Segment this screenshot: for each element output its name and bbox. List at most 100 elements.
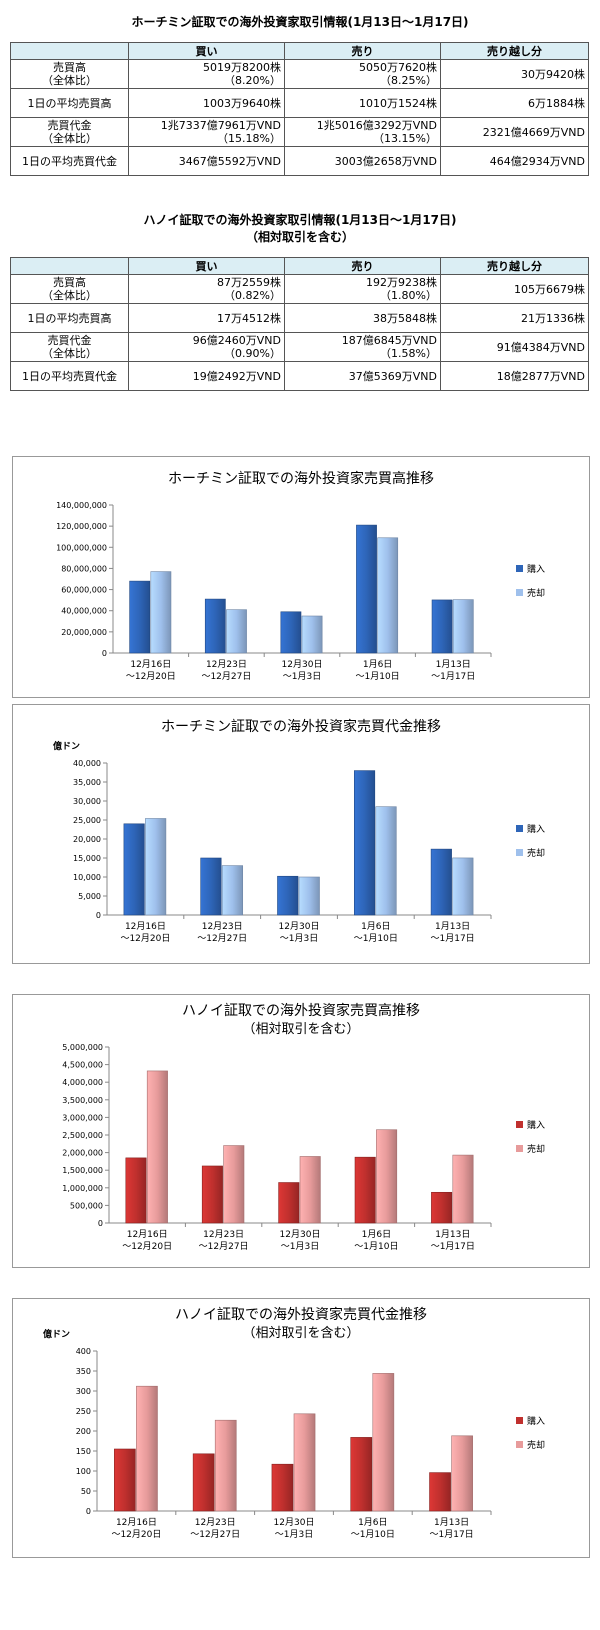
header-blank (10, 257, 129, 275)
row-label-cell-label: 1日の平均売買高 (27, 311, 112, 325)
legend-label-buy: 購入 (527, 1415, 545, 1427)
sell-cell: 5050万7620株 （8.25%） (284, 59, 441, 89)
net-cell: 6万1884株 (440, 88, 589, 118)
row-label-cell-label2: （全体比） (42, 289, 97, 302)
x-tick-label: ～1月17日 (430, 1529, 474, 1540)
bar-buy (431, 599, 453, 654)
y-tick-label: 140,000,000 (56, 501, 107, 510)
row-label-cell: 売買代金 （全体比） (10, 117, 129, 147)
buy-cell-buy-pct: （0.90%） (224, 347, 281, 360)
net-cell-net: 6万1884株 (528, 96, 585, 110)
y-tick-label: 35,000 (73, 778, 101, 787)
x-tick-label: 12月16日 (125, 921, 166, 932)
legend-swatch-buy (516, 1417, 523, 1424)
row-label-cell-label: 売買高 (53, 276, 86, 289)
legend-swatch-sell (516, 1145, 523, 1152)
header-sell: 売り (284, 257, 441, 275)
bar-buy (129, 580, 151, 654)
table-row: 売買代金 （全体比） 96億2460万VND （0.90%） 187億6845万VND （… (10, 332, 589, 362)
chart-title: ハノイ証取での海外投資家売買代金推移 (175, 1306, 427, 1323)
legend-swatch-sell (516, 849, 523, 856)
row-label-cell: 売買高 （全体比） (10, 274, 129, 304)
hn-value-chart-panel: ハノイ証取での海外投資家売買代金推移 （相対取引を含む） 億ドン 0 50 100 150 2… (12, 1298, 590, 1558)
x-tick-label: ～12月27日 (197, 933, 247, 944)
y-tick-label: 25,000 (73, 816, 101, 825)
bar-buy (271, 1463, 294, 1512)
x-tick-label: 12月23日 (202, 921, 243, 932)
bar-sell (299, 1156, 321, 1224)
bar-sell (452, 599, 474, 654)
bar-sell (451, 1435, 473, 1512)
sell-cell-sell: 192万9238株 (366, 276, 437, 289)
row-label-cell-label: 1日の平均売買高 (27, 96, 112, 110)
x-tick-label: 12月30日 (282, 659, 323, 670)
net-cell-net: 30万9420株 (521, 67, 585, 81)
bar-buy (356, 524, 377, 654)
y-tick-label: 4,000,000 (62, 1078, 103, 1087)
chart-subtitle: （相対取引を含む） (242, 1021, 359, 1037)
sell-cell: 192万9238株 （1.80%） (284, 274, 441, 304)
bar-buy (350, 1437, 373, 1512)
bar-buy (192, 1453, 215, 1512)
buy-cell-buy: 1003万9640株 (203, 96, 281, 110)
table-row: 売買代金 （全体比） 1兆7337億7961万VND （15.18%） 1兆5016億3… (10, 117, 589, 147)
bar-buy (431, 1191, 453, 1224)
legend-swatch-buy (516, 825, 523, 832)
bar-sell (146, 1070, 168, 1224)
header-sell: 売り (284, 42, 441, 60)
table-header-row: 買い 売り 売り越し分 (10, 257, 589, 275)
buy-cell: 96億2460万VND （0.90%） (128, 332, 285, 362)
buy-cell: 5019万8200株 （8.20%） (128, 59, 285, 89)
row-label-cell: 売買代金 （全体比） (10, 332, 129, 362)
y-tick-label: 120,000,000 (56, 522, 107, 531)
bar-sell (298, 876, 320, 916)
hn-value-chart: ハノイ証取での海外投資家売買代金推移 （相対取引を含む） 億ドン 0 50 100 150 2… (43, 1306, 545, 1540)
table-row: 売買高 （全体比） 5019万8200株 （8.20%） 5050万7620株 （8.25… (10, 59, 589, 89)
legend-label-buy: 購入 (527, 1119, 545, 1131)
row-label-cell-label: 売買高 (53, 61, 86, 74)
net-cell-net: 18億2877万VND (496, 369, 585, 383)
y-tick-label: 1,500,000 (62, 1166, 103, 1175)
hcm-table-title: ホーチミン証取での海外投資家取引情報(1月13日～1月17日) (131, 15, 469, 29)
x-tick-label: 1月13日 (436, 659, 471, 670)
x-tick-label: ～1月17日 (431, 1241, 475, 1252)
net-cell-net: 21万1336株 (521, 311, 585, 325)
bar-buy (200, 857, 222, 916)
y-tick-label: 2,500,000 (62, 1131, 103, 1140)
bar-sell (145, 818, 167, 916)
bar-buy (353, 770, 376, 916)
chart-subtitle: （相対取引を含む） (242, 1325, 359, 1341)
x-tick-label: ～12月27日 (190, 1529, 240, 1540)
x-tick-label: ～12月20日 (120, 933, 170, 944)
net-cell: 2321億4669万VND (440, 117, 589, 147)
y-tick-label: 3,500,000 (62, 1096, 103, 1105)
y-tick-label: 1,000,000 (62, 1184, 103, 1193)
y-tick-label: 30,000 (73, 797, 101, 806)
y-tick-label: 80,000,000 (61, 564, 107, 573)
x-tick-label: 12月23日 (206, 659, 247, 670)
header-blank (10, 42, 129, 60)
x-tick-label: 1月6日 (362, 1229, 391, 1240)
hcm-volume-chart: ホーチミン証取での海外投資家売買高推移 0 20,000,000 40,000,000… (56, 470, 545, 682)
x-tick-label: 1月13日 (435, 921, 470, 932)
sell-cell-sell: 38万5848株 (373, 311, 437, 325)
y-tick-label: 40,000 (73, 759, 101, 768)
x-tick-label: ～1月10日 (354, 1241, 398, 1252)
row-label-cell: 1日の平均売買高 (10, 303, 129, 333)
chart-title: ホーチミン証取での海外投資家売買高推移 (168, 470, 434, 487)
table-row: 1日の平均売買代金 3467億5592万VND 3003億2658万VND 464億2… (10, 146, 589, 176)
header-buy: 買い (128, 42, 285, 60)
legend-label-buy: 購入 (527, 823, 545, 835)
bar-sell (452, 857, 474, 916)
y-tick-label: 200 (76, 1427, 91, 1436)
y-tick-label: 150 (76, 1447, 91, 1456)
x-tick-label: ～1月3日 (275, 1529, 313, 1540)
bar-buy (201, 1165, 223, 1224)
x-tick-label: ～1月17日 (431, 671, 475, 682)
table-row: 売買高 （全体比） 87万2559株 （0.82%） 192万9238株 （1.80%） 1… (10, 274, 589, 304)
hn-trading-table: 買い 売り 売り越し分 売買高 （全体比） 87万2559株 （0.82%） 192万9… (10, 257, 589, 391)
x-tick-label: 1月13日 (434, 1517, 469, 1528)
buy-cell-buy-pct: （15.18%） (217, 132, 281, 145)
y-tick-label: 10,000 (73, 873, 101, 882)
buy-cell: 1兆7337億7961万VND （15.18%） (128, 117, 285, 147)
